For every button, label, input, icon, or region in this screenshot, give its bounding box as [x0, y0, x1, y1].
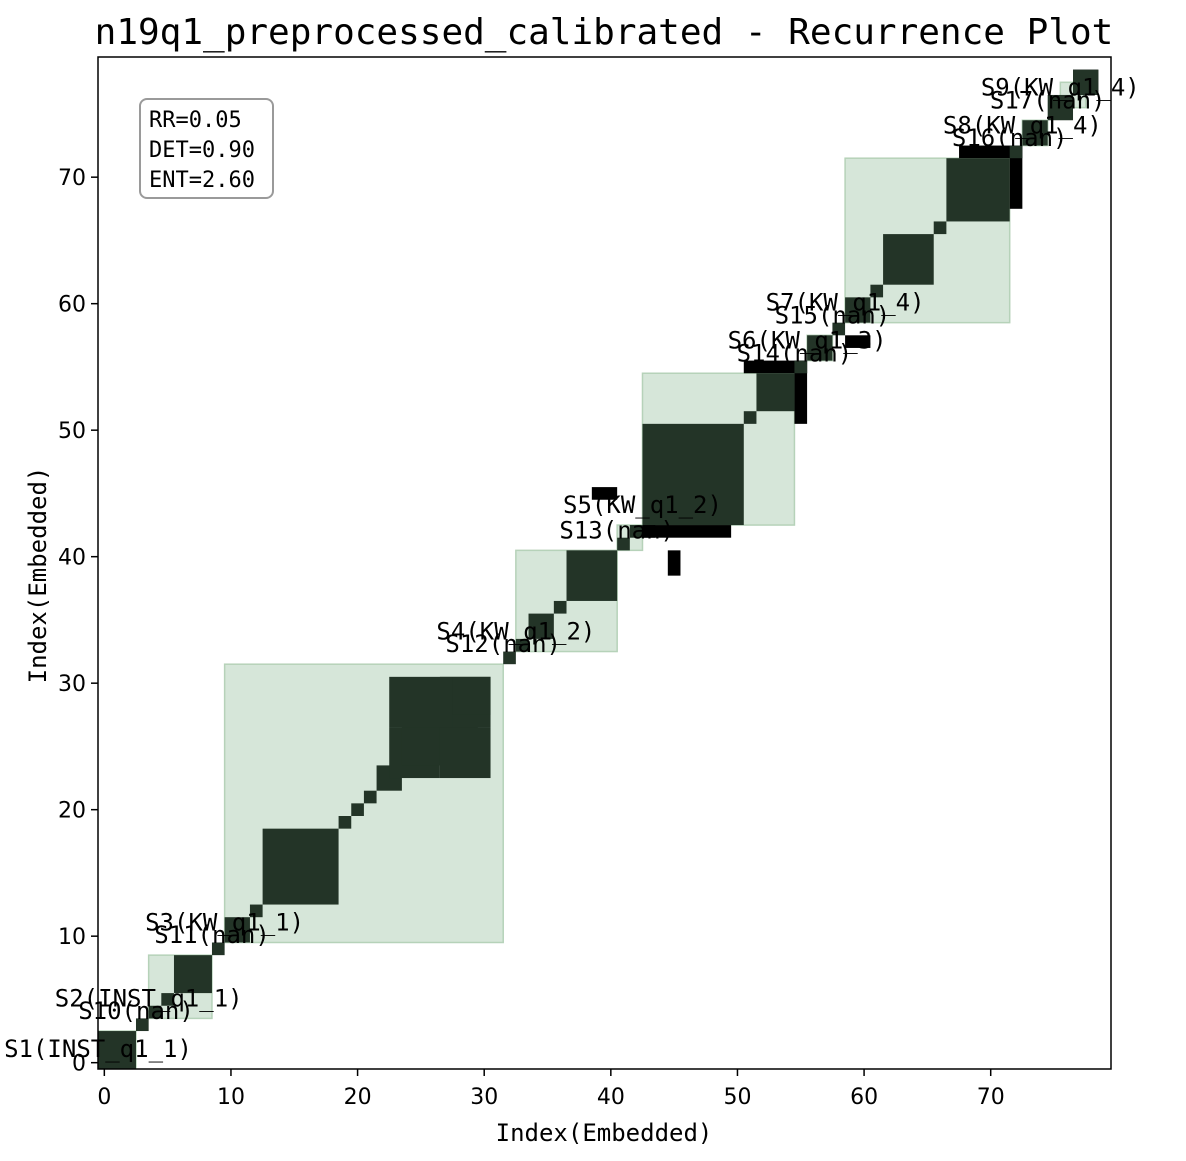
- recurrence-point: [642, 423, 744, 526]
- recurrence-point: [503, 651, 516, 665]
- x-tick-label: 70: [977, 1085, 1005, 1110]
- y-tick-label: 30: [58, 672, 86, 697]
- recurrence-point: [883, 234, 934, 285]
- y-tick-label: 0: [72, 1052, 86, 1077]
- recurrence-point: [756, 373, 795, 412]
- recurrence-point: [161, 993, 174, 1006]
- y-tick-label: 40: [58, 546, 86, 571]
- x-tick-label: 60: [850, 1085, 878, 1110]
- stats-rr: RR=0.05: [149, 108, 242, 133]
- stats-box-frame: [139, 98, 274, 199]
- segment-label: S15(nan): [775, 301, 891, 329]
- segment-label: S4(KW_q1_2): [436, 618, 595, 646]
- recurrence-point: [933, 221, 947, 235]
- recurrence-point: [946, 158, 1010, 222]
- recurrence-point: [452, 676, 491, 715]
- recurrence-point: [389, 676, 453, 728]
- recurrence-point: [617, 537, 630, 551]
- recurrence-point: [135, 1018, 149, 1032]
- recurrence-point: [1009, 145, 1023, 159]
- segment-label: S14(nan): [737, 339, 853, 367]
- y-tick-label: 10: [58, 925, 86, 950]
- recurrence-point: [224, 917, 250, 943]
- off-segment-point: [845, 335, 871, 348]
- segment-label: S6(KW_q1_3): [728, 327, 887, 355]
- recurrence-point: [1022, 120, 1048, 146]
- recurrence-point: [363, 790, 377, 804]
- segment-label: S17(nan): [990, 86, 1106, 114]
- off-segment-point: [743, 360, 808, 374]
- stats-ent: ENT=2.60: [149, 168, 255, 193]
- plot-frame: [97, 56, 1112, 1070]
- x-tick-label: 20: [344, 1085, 372, 1110]
- segment-label: S7(KW_q1_4): [766, 289, 925, 317]
- recurrence-point: [1047, 94, 1074, 121]
- segment-label: S1(INST_q1_1): [4, 1035, 192, 1063]
- off-segment-point: [642, 525, 732, 538]
- segment-label: S9(KW_q1_4): [981, 74, 1140, 102]
- off-segment-point: [1009, 145, 1023, 209]
- recurrence-point: [528, 613, 554, 639]
- y-axis-label: Index(Embedded): [24, 467, 52, 684]
- x-tick-label: 50: [723, 1085, 751, 1110]
- y-tick-label: 60: [58, 293, 86, 318]
- segment-label: S2(INST_q1_1): [55, 984, 243, 1012]
- x-tick-label: 30: [470, 1085, 498, 1110]
- segment-label: S5(KW_q1_2): [563, 491, 722, 519]
- recurrence-point: [439, 727, 491, 779]
- recurrence-point: [845, 297, 871, 323]
- x-tick-label: 40: [597, 1085, 625, 1110]
- stats-det: DET=0.90: [149, 138, 255, 163]
- stats-box: RR=0.05 DET=0.90 ENT=2.60: [139, 98, 274, 199]
- y-tick-label: 20: [58, 799, 86, 824]
- recurrence-point: [566, 550, 618, 601]
- segment-label: S13(nan): [559, 516, 675, 544]
- recurrence-point: [1073, 69, 1099, 95]
- recurrence-point: [338, 816, 352, 829]
- x-axis-label: Index(Embedded): [496, 1119, 713, 1147]
- x-tick-label: 0: [97, 1085, 111, 1110]
- recurrence-point: [553, 600, 567, 614]
- recurrence-point: [98, 1031, 136, 1069]
- off-segment-point: [98, 1069, 123, 1075]
- axis-ticks: 0 10 20 30 40 50 60 70 0 10 20 30 40 50 60 70: [58, 166, 1005, 1110]
- segment-label: S16(nan): [952, 124, 1068, 152]
- segment-labels: S1(INST_q1_1) S10(nan)S2(INST_q1_1) S11(na…: [4, 74, 1140, 1063]
- recurrence-point: [211, 942, 225, 956]
- recurrence-point: [173, 955, 212, 994]
- segment-label: S12(nan): [445, 630, 561, 658]
- recurrence-point: [148, 1005, 162, 1019]
- chart-title: n19q1_preprocessed_calibrated - Recurren…: [95, 12, 1114, 53]
- recurrence-point: [832, 322, 846, 336]
- segment-label: S8(KW_q1_4): [943, 112, 1102, 140]
- recurrence-point: [807, 335, 833, 361]
- y-tick-label: 70: [58, 166, 86, 191]
- off-segment-point: [959, 145, 1023, 159]
- recurrence-point: [351, 803, 364, 816]
- plot-content: [98, 69, 1099, 1075]
- recurrence-point: [794, 360, 808, 374]
- off-segment-point: [794, 360, 808, 424]
- recurrence-point: [870, 284, 884, 298]
- off-segment-point: [591, 487, 618, 500]
- segment-label: S10(nan): [78, 997, 194, 1025]
- recurrence-point: [262, 828, 339, 905]
- x-tick-label: 10: [217, 1085, 245, 1110]
- recurrence-point: [743, 411, 757, 424]
- plot-area: [98, 69, 1099, 1075]
- recurrence-point: [249, 904, 263, 918]
- recurrence-point: [515, 638, 529, 652]
- segment-label: S11(nan): [154, 921, 270, 949]
- y-tick-label: 50: [58, 419, 86, 444]
- recurrence-point: [629, 525, 643, 538]
- off-segment-point: [667, 550, 681, 576]
- segment-label: S3(KW_q1_1): [145, 909, 304, 937]
